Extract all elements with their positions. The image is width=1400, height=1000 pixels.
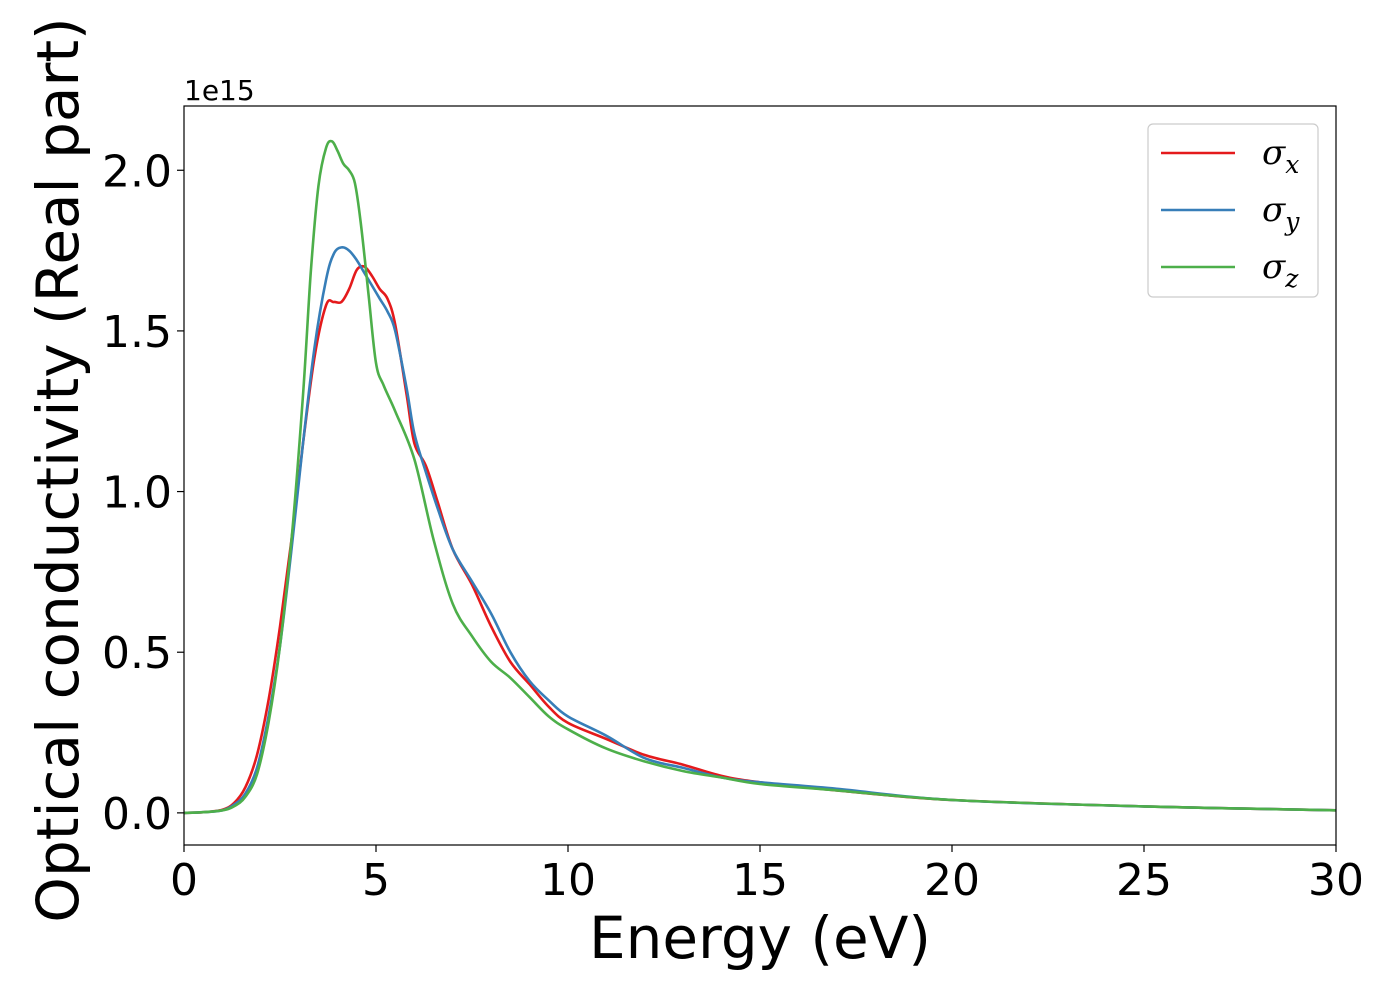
y-tick-label: 0.5 [102, 628, 172, 679]
y-offset-label: 1e15 [184, 74, 255, 107]
legend-label-y: σy [1262, 190, 1300, 236]
x-tick-label: 0 [170, 855, 198, 906]
legend: σx σy σz [1147, 123, 1319, 298]
legend-label-z: σz [1262, 247, 1299, 293]
series-layer [183, 139, 1337, 815]
y-tick-label: 0.0 [102, 789, 172, 840]
x-ticks: 0 5 10 15 20 25 30 [170, 845, 1364, 906]
y-tick-label: 1.0 [102, 468, 172, 519]
x-tick-label: 5 [362, 855, 390, 906]
series-line-z [183, 139, 1337, 815]
y-axis-title: Optical conductivity (Real part) [24, 17, 92, 922]
y-ticks: 0.0 0.5 1.0 1.5 2.0 [102, 146, 184, 840]
x-tick-label: 10 [540, 855, 596, 906]
y-tick-label: 1.5 [102, 307, 172, 358]
legend-label-x: σx [1262, 133, 1299, 179]
x-tick-label: 20 [924, 855, 980, 906]
x-tick-label: 15 [732, 855, 788, 906]
y-tick-label: 2.0 [102, 146, 172, 197]
x-tick-label: 30 [1308, 855, 1364, 906]
x-tick-label: 25 [1116, 855, 1172, 906]
x-axis-title: Energy (eV) [589, 904, 931, 972]
